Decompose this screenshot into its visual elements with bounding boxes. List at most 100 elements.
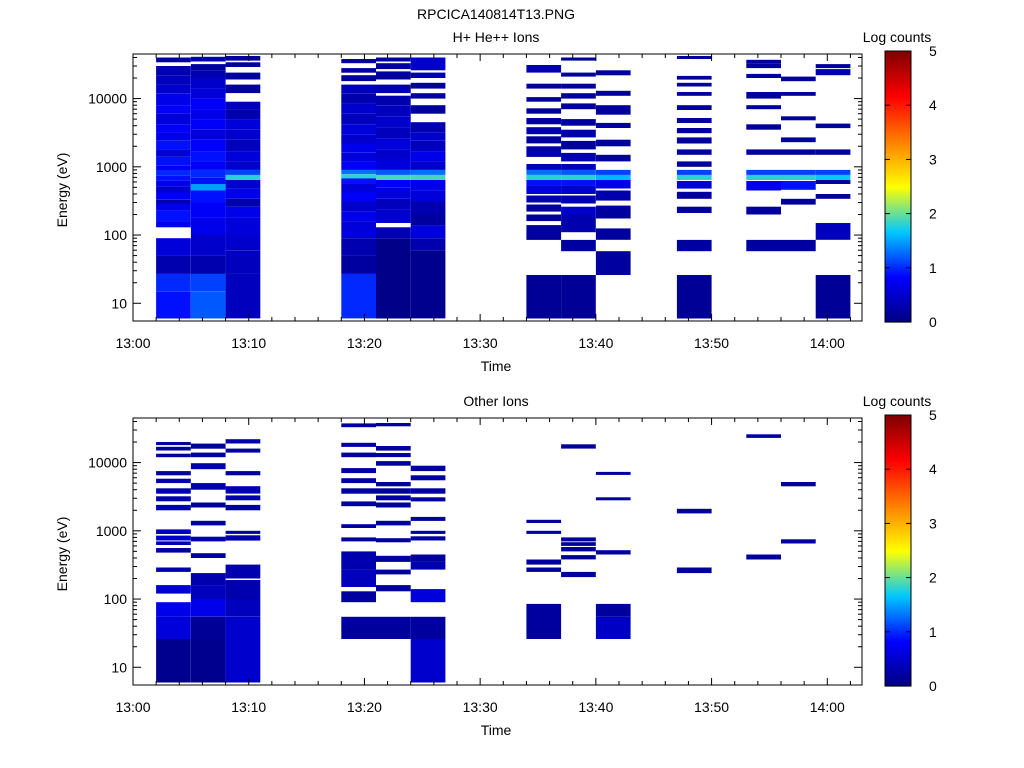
heatmap-cell [410,516,446,521]
colorbar-step [885,105,911,109]
colorbar-step [885,274,911,278]
colorbar-step [885,240,911,244]
colorbar-step [885,91,911,95]
colorbar-step [885,455,911,459]
colorbar-step [885,55,911,59]
colorbar-step [885,602,911,606]
heatmap-cell [190,78,226,89]
colorbar-step [885,591,911,595]
colorbar-step [885,283,911,287]
heatmap-cell [595,105,631,115]
heatmap-cell [341,84,376,94]
heatmap-cell [376,174,411,180]
colorbar-step [885,588,911,592]
heatmap-cell [341,93,376,104]
colorbar-step [885,530,911,534]
colorbar-tick-label: 3 [929,515,937,531]
y-tick-label: 100 [104,227,128,243]
heatmap-cell [595,139,631,147]
heatmap-cell [341,211,376,222]
heatmap-cell [561,83,596,89]
colorbar-step [885,218,911,221]
colorbar-step [885,276,911,280]
heatmap-cell [676,161,712,167]
colorbar-step [885,107,911,111]
heatmap-cell [225,188,261,199]
colorbar-step [885,444,911,448]
heatmap-cell [156,124,191,133]
heatmap-cell [676,128,712,134]
colorbar-step [885,670,911,674]
colorbar-step [885,57,911,61]
x-tick-label: 13:50 [694,699,729,715]
colorbar-step [885,306,911,310]
colorbar-step [885,643,911,646]
heatmap-cell [341,152,376,162]
colorbar-step [885,415,911,418]
heatmap-cell [781,137,816,143]
heatmap-cell [410,225,446,239]
heatmap-cell [595,251,631,275]
heatmap-cell [156,446,191,451]
colorbar-step [885,148,911,151]
heatmap-cell [341,192,376,202]
colorbar-step [885,516,911,520]
colorbar-step [885,71,911,75]
heatmap-cell [526,164,562,170]
colorbar-step [885,593,911,597]
heatmap-cell [815,174,851,180]
colorbar-step [885,75,911,79]
heatmap-cell [781,239,816,252]
colorbar-step [885,663,911,667]
x-tick-label: 13:20 [347,699,382,715]
heatmap-cell [376,555,411,562]
colorbar-step [885,98,911,102]
heatmap-cell [376,105,411,117]
heatmap-cell [341,561,376,570]
colorbar-step [885,78,911,81]
heatmap-cell [376,169,411,175]
heatmap-cell [156,66,191,76]
colorbar-step [885,109,911,113]
heatmap-cell [190,291,226,319]
heatmap-cell [376,138,411,150]
heatmap-cell [561,537,596,542]
heatmap-cell [376,63,411,70]
colorbar-step [885,236,911,240]
colorbar-step [885,229,911,233]
colorbar-step [885,446,911,450]
colorbar-step [885,213,911,217]
heatmap-cell [595,174,631,180]
heatmap-cell [561,444,596,449]
heatmap-cell [341,103,376,114]
colorbar-step [885,89,911,93]
colorbar-step [885,573,911,576]
colorbar-step [885,317,911,321]
x-tick-label: 13:10 [231,335,266,351]
heatmap-cell [746,169,781,175]
heatmap-cell [746,554,781,560]
heatmap-cell [561,129,596,138]
colorbar-step [885,503,911,506]
heatmap-cell [156,175,191,181]
colorbar-step [885,676,911,680]
colorbar-step [885,645,911,649]
colorbar-step [885,150,911,154]
colorbar-step [885,256,911,260]
heatmap-cell [341,478,376,484]
colorbar-tick-label: 1 [929,260,937,276]
figure-title: RPCICA140814T13.PNG [417,6,575,22]
heatmap-cell [225,84,261,94]
heatmap-cell [376,159,411,170]
colorbar-step [885,145,911,149]
heatmap-cell [190,573,226,586]
colorbar-step [885,448,911,452]
heatmap-cell [526,559,562,565]
colorbar-step [885,231,911,235]
colorbar-step [885,640,911,644]
heatmap-cell [225,180,261,189]
heatmap-cell [156,602,191,617]
heatmap-cell [190,129,226,140]
heatmap-cell [225,535,261,541]
heatmap-cell [561,140,596,150]
